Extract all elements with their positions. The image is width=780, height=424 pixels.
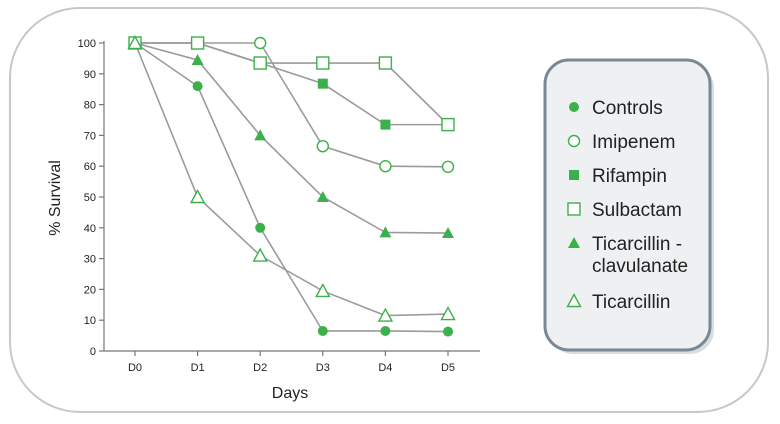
x-axis-label: Days [272, 385, 308, 402]
data-point-ticarcillin-clavulanate [442, 227, 454, 239]
legend-item-ticarcillin: Ticarcillin [566, 292, 670, 313]
data-point-ticarcillin-clavulanate [254, 129, 267, 141]
chart-axes: 0 10 20 30 40 50 60 70 80 90 100 D0 D1 D2 D3 D4 D5 [78, 38, 480, 374]
y-tick-label: 40 [84, 223, 96, 235]
data-point-sulbactam [378, 56, 393, 70]
legend-item-rifampin: Rifampin [569, 166, 667, 187]
x-ticks: D0 D1 D2 D3 D4 D5 [128, 351, 455, 374]
data-point-ticarcillin [127, 35, 143, 50]
data-point-ticarcillin [252, 247, 268, 262]
data-point-rifampin [317, 78, 328, 89]
legend-marker-imipenem [567, 134, 581, 148]
legend-item-ticarcillin-clavulanate: Ticarcillin -clavulanate [568, 234, 688, 277]
series-line-ticarcillin [134, 42, 449, 317]
y-tick-label: 30 [84, 254, 96, 266]
y-tick-label: 70 [84, 130, 96, 142]
legend-box [543, 58, 712, 352]
series-line-ticarcillin-clavulanate [134, 42, 449, 234]
legend-marker-controls [569, 102, 579, 112]
legend-marker-rifampin [569, 170, 579, 180]
legend: Controls Imipenem Rifampin Sulbactam Ticarci… [543, 58, 714, 354]
y-tick-label: 60 [84, 161, 96, 173]
data-point-ticarcillin-clavulanate [379, 226, 392, 238]
data-point-ticarcillin [189, 189, 206, 204]
data-point-sulbactam [316, 56, 330, 70]
data-point-controls [192, 81, 203, 92]
y-tick-label: 50 [84, 192, 96, 204]
data-point-imipenem [441, 160, 455, 174]
data-point-imipenem [316, 139, 329, 153]
series-line-controls [134, 42, 449, 333]
data-point-ticarcillin [315, 282, 331, 298]
y-tick-label: 10 [84, 315, 96, 327]
data-point-ticarcillin [377, 307, 394, 322]
legend-label-ticarcillin-clavulanate: Ticarcillin - [592, 234, 682, 255]
data-point-rifampin [380, 119, 391, 130]
legend-item-controls: Controls [569, 98, 663, 119]
x-tick-label: D4 [378, 362, 392, 374]
legend-marker-ticarcillin [566, 293, 582, 308]
y-tick-label: 100 [78, 38, 96, 50]
data-point-sulbactam [253, 56, 267, 70]
x-tick-label: D2 [253, 362, 267, 374]
legend-items: Controls Imipenem Rifampin Sulbactam Ticarci… [566, 98, 688, 313]
data-point-imipenem [379, 159, 392, 173]
y-tick-label: 80 [84, 100, 96, 112]
x-tick-label: D5 [441, 362, 455, 374]
data-point-ticarcillin-clavulanate [191, 53, 204, 65]
legend-label-ticarcillin-clavulanate: clavulanate [592, 256, 688, 277]
legend-label-controls: Controls [592, 98, 663, 119]
data-point-controls [255, 222, 266, 233]
data-point-sulbactam [441, 117, 455, 132]
series-lines [134, 42, 449, 333]
series-line-sulbactam [135, 42, 449, 126]
legend-item-sulbactam: Sulbactam [567, 200, 682, 221]
data-point-ticarcillin-clavulanate [316, 191, 329, 202]
y-tick-label: 0 [90, 346, 96, 358]
legend-marker-ticarcillin-clavulanate [568, 237, 580, 248]
y-tick-label: 90 [84, 69, 96, 81]
data-point-sulbactam [190, 36, 205, 50]
x-tick-label: D0 [128, 362, 142, 374]
series-markers [127, 35, 456, 337]
y-ticks: 0 10 20 30 40 50 60 70 80 90 100 [78, 38, 104, 358]
data-point-controls [317, 325, 328, 336]
y-tick-label: 20 [84, 284, 96, 296]
data-point-controls [443, 326, 453, 337]
x-tick-label: D1 [191, 362, 205, 374]
legend-label-rifampin: Rifampin [592, 166, 667, 187]
legend-label-sulbactam: Sulbactam [592, 200, 682, 221]
y-axis-label: % Survival [47, 160, 64, 236]
legend-item-imipenem: Imipenem [567, 132, 675, 153]
data-point-controls [380, 325, 391, 336]
x-tick-label: D3 [316, 362, 330, 374]
data-point-imipenem [254, 36, 267, 50]
legend-marker-sulbactam [567, 202, 581, 216]
data-point-ticarcillin [440, 306, 456, 321]
legend-label-ticarcillin: Ticarcillin [592, 292, 670, 313]
legend-label-imipenem: Imipenem [592, 132, 675, 153]
